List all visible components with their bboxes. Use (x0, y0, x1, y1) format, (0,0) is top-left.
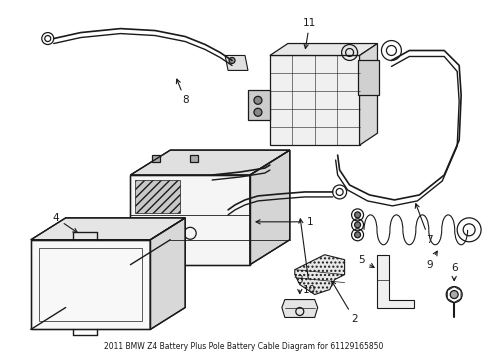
Polygon shape (269, 55, 359, 145)
Polygon shape (357, 60, 379, 95)
Circle shape (253, 96, 262, 104)
Polygon shape (247, 90, 269, 120)
Text: 3: 3 (296, 275, 303, 293)
Circle shape (354, 212, 360, 218)
Circle shape (228, 58, 235, 63)
Circle shape (354, 232, 360, 238)
Polygon shape (294, 255, 344, 294)
Text: 1: 1 (256, 217, 312, 227)
Polygon shape (359, 44, 377, 145)
Text: 5: 5 (358, 255, 373, 267)
Polygon shape (190, 155, 198, 162)
Text: 11: 11 (303, 18, 316, 49)
Polygon shape (31, 218, 185, 240)
Polygon shape (152, 155, 160, 162)
Circle shape (354, 222, 360, 228)
Text: 10: 10 (298, 219, 316, 294)
Polygon shape (150, 218, 185, 329)
Circle shape (253, 108, 262, 116)
Polygon shape (281, 300, 317, 318)
Polygon shape (249, 150, 289, 265)
Polygon shape (130, 175, 249, 265)
Polygon shape (269, 44, 377, 55)
Text: 8: 8 (176, 79, 188, 105)
Polygon shape (31, 240, 150, 329)
Text: 7: 7 (414, 204, 432, 245)
Circle shape (449, 291, 457, 298)
Polygon shape (135, 180, 180, 213)
Text: 9: 9 (425, 251, 436, 270)
Polygon shape (224, 55, 247, 71)
Text: 4: 4 (52, 213, 77, 233)
Polygon shape (377, 255, 413, 307)
Text: 2: 2 (331, 281, 357, 324)
Text: 6: 6 (450, 263, 457, 280)
Polygon shape (130, 150, 289, 175)
Text: 2011 BMW Z4 Battery Plus Pole Battery Cable Diagram for 61129165850: 2011 BMW Z4 Battery Plus Pole Battery Ca… (104, 342, 383, 351)
